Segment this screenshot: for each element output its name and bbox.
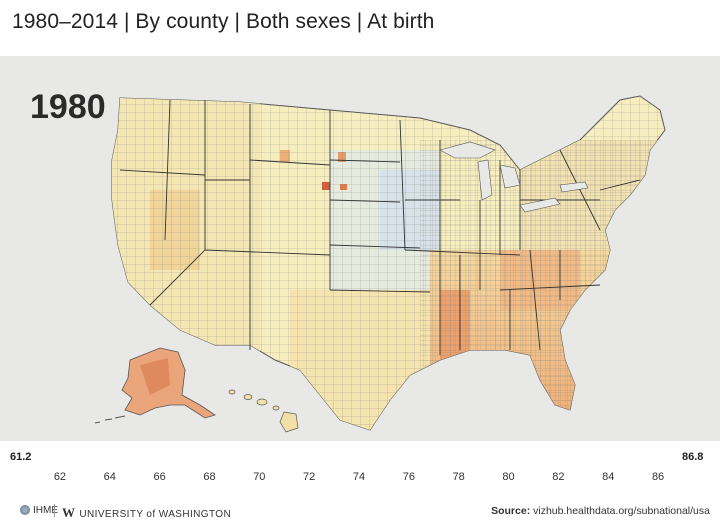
great-lakes — [439, 141, 589, 213]
uw-label: UNIVERSITY of WASHINGTON — [79, 509, 232, 520]
ihme-globe-icon — [20, 505, 30, 516]
legend-tick-label: 74 — [352, 471, 366, 483]
legend-tick-label: 72 — [303, 471, 316, 483]
legend-tick-label: 62 — [53, 471, 67, 483]
source-label: Source: — [491, 505, 531, 517]
legend-tick-label: 84 — [602, 471, 615, 483]
source-url[interactable]: vizhub.healthdata.org/subnational/usa — [533, 505, 710, 517]
legend-tick-label: 86 — [651, 471, 665, 483]
legend-tick-label: 80 — [502, 471, 515, 483]
legend-tick-label: 76 — [402, 471, 415, 483]
uw-w-icon: W — [62, 505, 76, 520]
uw-logo[interactable]: W UNIVERSITY of WASHINGTON — [62, 505, 231, 521]
legend-tick-label: 82 — [552, 471, 565, 483]
us-county-map[interactable] — [0, 0, 720, 444]
legend-tick-label: 78 — [452, 471, 465, 483]
legend-max-label: 86.8 — [682, 451, 704, 463]
source-credit: Source: vizhub.healthdata.org/subnationa… — [491, 505, 710, 517]
legend-tick-label: 70 — [253, 471, 266, 483]
page-title: 1980–2014 | By county | Both sexes | At … — [12, 10, 435, 33]
legend-tick-label: 66 — [153, 471, 166, 483]
legend-min-label: 61.2 — [10, 451, 32, 463]
contiguous-us — [111, 95, 666, 431]
legend-tick-label: 64 — [103, 471, 116, 483]
legend-tick-label: 68 — [203, 471, 216, 483]
year-label: 1980 — [30, 88, 106, 126]
hawaii — [228, 389, 299, 433]
ihme-logo[interactable]: IHME — [20, 505, 58, 516]
ihme-label: IHME — [33, 505, 58, 516]
footer-divider — [54, 504, 55, 517]
alaska — [94, 347, 216, 424]
